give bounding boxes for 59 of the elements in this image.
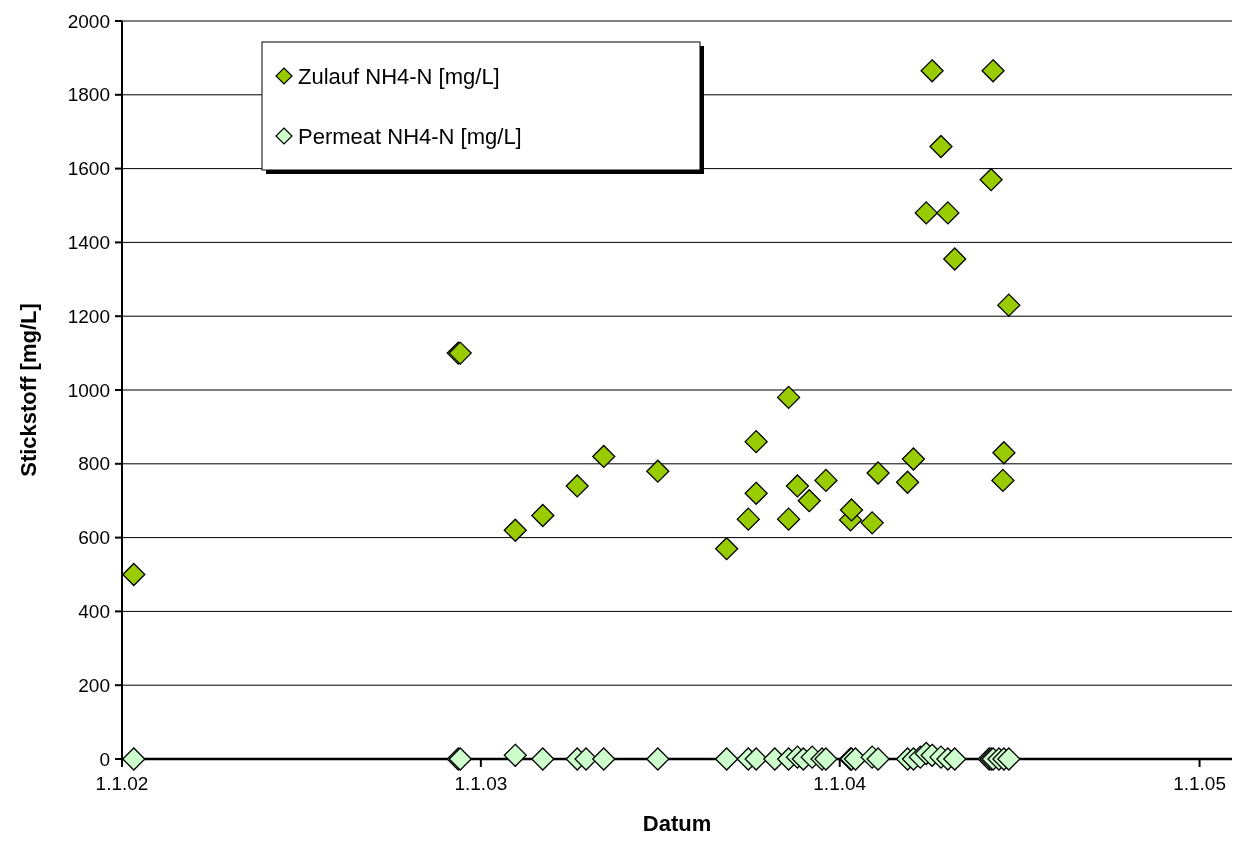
point: [776, 507, 801, 531]
point: [503, 743, 527, 767]
y-tick-label: 800: [78, 453, 110, 475]
legend-label: Zulauf NH4-N [mg/L]: [298, 63, 500, 89]
point: [592, 747, 616, 771]
point: [715, 747, 739, 771]
point: [736, 507, 760, 531]
point: [936, 201, 960, 225]
point: [797, 489, 821, 513]
y-tick-label: 600: [78, 527, 110, 549]
point: [122, 747, 146, 771]
point: [943, 747, 967, 771]
point: [866, 461, 890, 485]
y-tick-label: 1400: [67, 232, 110, 254]
point: [565, 474, 589, 498]
point: [901, 447, 926, 471]
point: [785, 474, 810, 498]
point: [920, 59, 944, 83]
y-tick-label: 0: [99, 748, 110, 770]
point: [814, 468, 838, 493]
point: [943, 247, 967, 271]
y-tick-label: 2000: [67, 10, 110, 32]
point: [992, 441, 1016, 465]
point: [860, 511, 884, 535]
point: [991, 468, 1015, 493]
point: [646, 747, 670, 771]
point: [715, 537, 739, 561]
point: [929, 134, 953, 159]
point: [776, 385, 801, 410]
point: [744, 747, 768, 771]
point: [744, 430, 768, 454]
point: [646, 459, 670, 483]
y-tick-label: 1600: [67, 158, 110, 180]
x-tick-label: 1.1.04: [813, 773, 867, 794]
point: [744, 481, 768, 505]
point: [531, 747, 555, 771]
y-axis-title: Stickstoff [mg/L]: [16, 303, 41, 477]
x-tick-label: 1.1.02: [95, 773, 149, 794]
point: [997, 747, 1021, 771]
point: [531, 503, 555, 528]
point: [839, 498, 864, 522]
y-tick-label: 1200: [67, 305, 110, 327]
point: [981, 59, 1005, 83]
point: [122, 562, 146, 587]
legend-label: Permeat NH4-N [mg/L]: [298, 123, 522, 149]
point: [866, 747, 890, 771]
y-tick-label: 400: [78, 601, 110, 623]
point: [997, 293, 1021, 317]
x-tick-label: 1.1.05: [1173, 773, 1226, 794]
x-axis-title: Datum: [642, 811, 712, 836]
y-tick-label: 200: [78, 674, 110, 696]
point: [592, 444, 616, 469]
y-tick-label: 1000: [67, 379, 110, 401]
point: [914, 201, 938, 225]
x-tick-label: 1.1.03: [454, 773, 508, 794]
point: [979, 168, 1003, 192]
y-tick-label: 1800: [67, 84, 110, 106]
point: [895, 470, 920, 494]
point: [503, 518, 527, 542]
